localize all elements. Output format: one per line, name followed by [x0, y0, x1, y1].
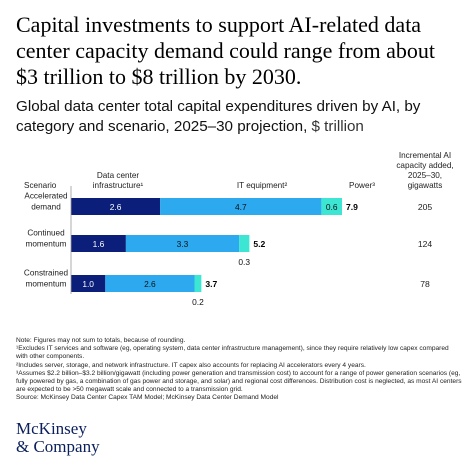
- bar-segment: [71, 198, 161, 215]
- bar-value-label: 1.6: [93, 239, 105, 249]
- footnote: ²Includes server, storage, and network i…: [16, 361, 366, 369]
- bar-segment: [105, 275, 195, 292]
- bar-value-label: 0.3: [238, 257, 250, 267]
- incremental-header: capacity added,: [396, 161, 453, 170]
- incremental-header: 2025–30,: [408, 171, 442, 180]
- footnote: Note: Figures may not sum to totals, bec…: [16, 337, 186, 344]
- total-label: 3.7: [205, 279, 217, 289]
- bar-segment: [194, 275, 202, 292]
- incremental-value: 78: [420, 279, 430, 289]
- incremental-value: 205: [418, 202, 433, 212]
- bar-segment: [160, 198, 322, 215]
- footnote: ¹Excludes IT services and software (eg, …: [16, 345, 449, 361]
- scenario-header: Scenario: [24, 181, 57, 190]
- bar-value-label: 2.6: [144, 279, 156, 289]
- footnote: ³Assumes $2.2 billion–$3.2 billion/gigaw…: [16, 369, 462, 394]
- category-label: momentum: [26, 280, 67, 289]
- bar-segment: [239, 235, 250, 252]
- bar-segment: [71, 275, 106, 292]
- chart-subtitle: Global data center total capital expendi…: [16, 97, 462, 137]
- bar-value-label: 1.0: [82, 279, 94, 289]
- subtitle-text: Global data center total capital expendi…: [16, 98, 421, 135]
- headline: Capital investments to support AI-relate…: [16, 12, 436, 89]
- brand-line: McKinsey: [16, 419, 87, 438]
- total-label: 5.2: [253, 239, 265, 249]
- incremental-value: 124: [418, 239, 433, 249]
- total-label: 7.9: [346, 202, 358, 212]
- bar-segment: [321, 198, 342, 215]
- incremental-header: Incremental AI: [399, 151, 451, 160]
- bar-value-label: 0.2: [192, 297, 204, 307]
- category-label: demand: [31, 203, 61, 212]
- brand-logo: McKinsey & Company: [16, 420, 100, 456]
- bar-value-label: 0.6: [326, 202, 338, 212]
- category-label: Accelerated: [24, 192, 68, 201]
- category-label: Constrained: [24, 269, 69, 278]
- bar-segment: [125, 235, 240, 252]
- series-header: Data center: [97, 171, 140, 180]
- category-label: momentum: [26, 240, 67, 249]
- footnote: Source: McKinsey Data Center Capex TAM M…: [16, 394, 279, 402]
- bar-segment: [71, 235, 126, 252]
- series-header: IT equipment²: [237, 181, 288, 190]
- bar-value-label: 2.6: [110, 202, 122, 212]
- footnotes: Note: Figures may not sum to totals, bec…: [16, 337, 462, 403]
- category-label: Continued: [27, 229, 65, 238]
- bar-value-label: 4.7: [235, 202, 247, 212]
- brand-line: & Company: [16, 437, 100, 456]
- incremental-header: gigawatts: [408, 181, 443, 190]
- series-header: infrastructure¹: [93, 181, 144, 190]
- subtitle-unit: $ trillion: [307, 118, 364, 135]
- bar-value-label: 3.3: [177, 239, 189, 249]
- series-header: Power³: [349, 181, 375, 190]
